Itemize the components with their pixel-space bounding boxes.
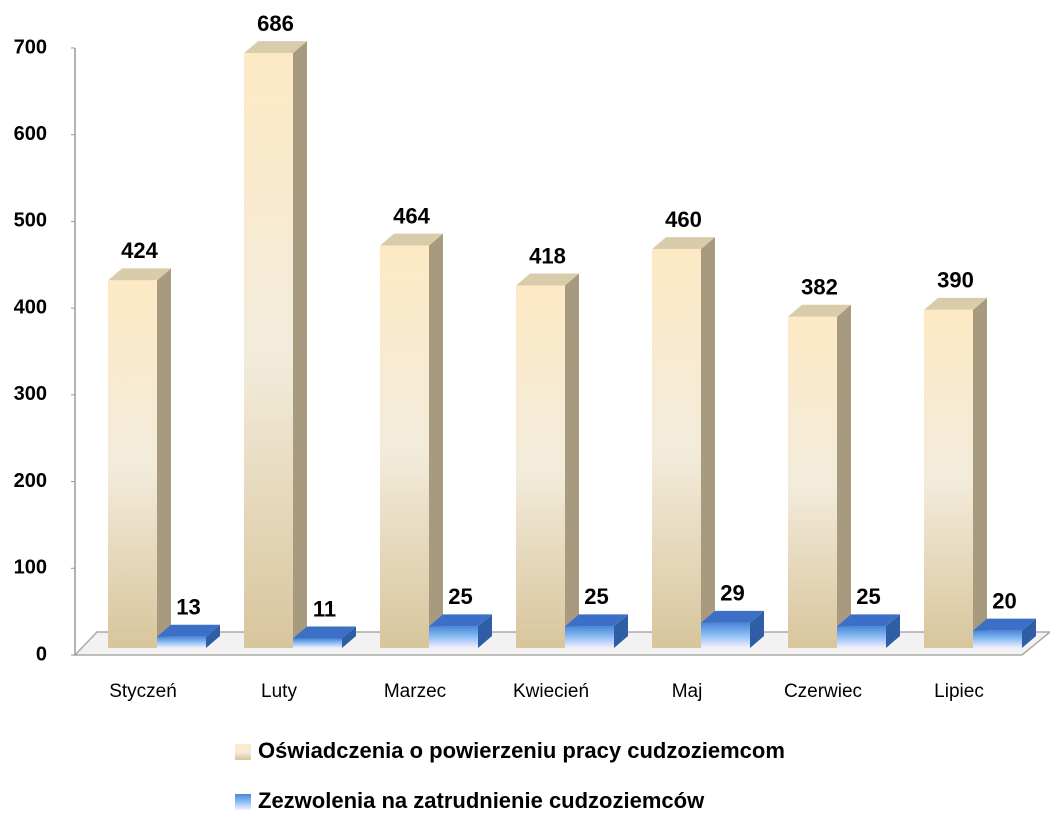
x-tick-label: Kwiecień [513,681,589,702]
bar-side [750,610,764,648]
bar-top [429,614,492,627]
value-label: 25 [584,584,608,609]
bar-side [342,626,356,648]
value-label: 424 [121,238,158,263]
bar [837,626,886,648]
bar-side [293,41,307,648]
bar-top [924,297,987,310]
value-label: 20 [992,588,1016,613]
bar-side [973,297,987,648]
value-label: 13 [176,595,200,620]
bar-top [293,626,356,639]
value-label: 25 [856,584,880,609]
bar-side [565,273,579,648]
bar-top [973,618,1036,631]
bar-top [701,610,764,623]
x-tick-label: Styczeń [109,681,177,702]
bar-top [565,614,628,627]
value-label: 390 [937,268,974,293]
bar-side [1022,618,1036,648]
x-tick-label: Luty [261,681,297,702]
legend-label: Oświadczenia o powierzeniu pracy cudzozi… [258,738,785,763]
value-label: 464 [393,203,430,228]
bar-side [701,237,715,648]
bar [973,630,1022,648]
bar-side [614,614,628,648]
bar [380,245,429,648]
bar-top [788,304,851,317]
y-tick-label: 300 [14,383,47,405]
bar [157,636,206,648]
x-tick-label: Marzec [384,681,446,702]
bar-side [206,624,220,648]
value-label: 29 [720,581,744,606]
y-tick-label: 0 [36,643,47,665]
bar-top [837,614,900,627]
y-tick-label: 700 [14,36,47,58]
bar-top [516,273,579,286]
value-label: 11 [313,596,336,621]
bar [293,638,342,648]
bar [788,316,837,648]
bar-top [380,233,443,246]
bar-side [429,233,443,648]
x-tick-label: Maj [672,681,703,702]
x-tick-label: Czerwiec [784,681,862,702]
bar [565,626,614,648]
bar-top [108,268,171,281]
bar-top [157,624,220,637]
legend-swatch [235,744,251,760]
x-tick-label: Lipiec [934,681,984,702]
bar-side [837,304,851,648]
y-tick-label: 600 [14,123,47,145]
bar [701,622,750,648]
value-label: 686 [257,11,294,36]
bar-top [652,237,715,250]
bar [652,249,701,648]
bar-side [886,614,900,648]
value-label: 418 [529,243,566,268]
bar [516,285,565,648]
bar [924,309,973,648]
value-label: 25 [448,584,472,609]
legend-label: Zezwolenia na zatrudnienie cudzoziemców [258,788,705,813]
legend-swatch [235,794,251,810]
y-tick-label: 500 [14,210,47,232]
bar-top [244,41,307,54]
bar [244,53,293,648]
bar [108,280,157,648]
value-label: 460 [665,207,702,232]
y-tick-label: 100 [14,557,47,579]
y-tick-label: 400 [14,296,47,318]
y-tick-label: 200 [14,470,47,492]
value-label: 382 [801,275,838,300]
bar-side [157,268,171,648]
bar-side [478,614,492,648]
bar [429,626,478,648]
